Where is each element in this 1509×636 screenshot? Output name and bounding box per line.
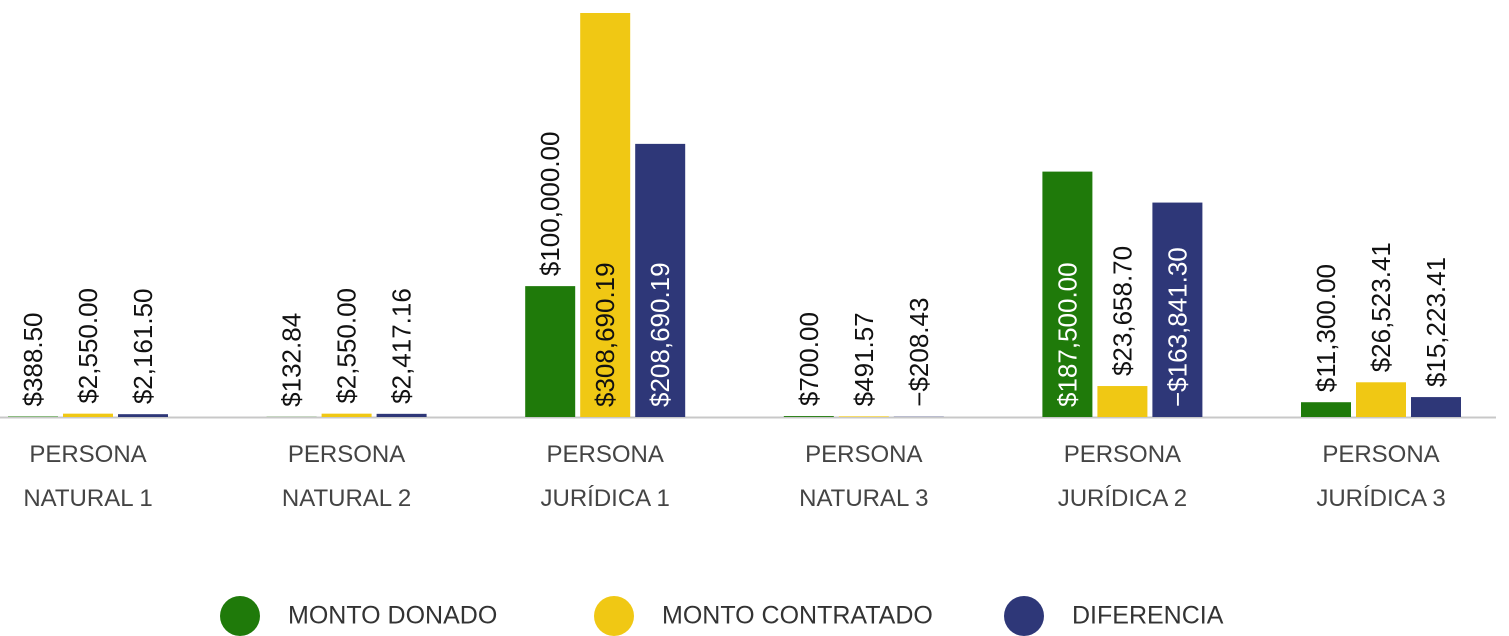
value-label: $15,223.41: [1421, 257, 1451, 387]
x-tick-label: PERSONA: [288, 441, 405, 468]
x-tick-label: PERSONA: [29, 441, 146, 468]
bar: [1411, 397, 1461, 417]
value-label: $187,500.00: [1052, 262, 1082, 407]
legend-label: DIFERENCIA: [1072, 602, 1224, 630]
bar: [580, 13, 631, 417]
x-tick-label: PERSONA: [805, 441, 922, 468]
x-tick-label: PERSONA: [1322, 441, 1439, 468]
x-tick-label: NATURAL 2: [282, 485, 411, 512]
value-label: $11,300.00: [1311, 264, 1341, 392]
legend-swatch: [1004, 596, 1044, 636]
value-label: $2,161.50: [128, 288, 158, 404]
value-label: $2,550.00: [73, 288, 103, 404]
x-tick-label: JURÍDICA 3: [1316, 485, 1445, 512]
value-label: $100,000.00: [535, 132, 565, 277]
value-label: $26,523.41: [1366, 242, 1396, 372]
bar: [1097, 386, 1148, 417]
bar: [118, 414, 168, 417]
value-label: −$208.43: [904, 298, 934, 407]
x-tick-label: JURÍDICA 2: [1058, 485, 1187, 512]
bar: [525, 286, 576, 417]
legend-label: MONTO CONTRATADO: [662, 602, 933, 630]
x-tick-label: JURÍDICA 1: [541, 485, 670, 512]
value-label: $308,690.19: [590, 262, 620, 407]
value-label: −$163,841.30: [1162, 247, 1192, 407]
bar: [838, 416, 889, 417]
value-label: $2,417.16: [387, 288, 417, 404]
bar: [635, 143, 686, 417]
x-tick-label: PERSONA: [1064, 441, 1181, 468]
value-label: $2,550.00: [332, 288, 362, 404]
bar: [321, 413, 372, 417]
bar: [1301, 402, 1351, 417]
value-label: $388.50: [18, 313, 48, 407]
bar: [1042, 171, 1093, 417]
bar: [63, 413, 113, 417]
x-tick-label: NATURAL 1: [23, 485, 152, 512]
value-label: $700.00: [794, 312, 824, 406]
bar: [376, 413, 427, 417]
value-label: $491.57: [849, 312, 879, 406]
bar: [1356, 382, 1406, 417]
legend-swatch: [594, 596, 634, 636]
x-tick-label: PERSONA: [547, 441, 664, 468]
value-label: $23,658.70: [1107, 246, 1137, 376]
x-tick-label: NATURAL 3: [799, 485, 928, 512]
value-label: $132.84: [277, 313, 307, 407]
bar: [783, 416, 834, 417]
value-label: $208,690.19: [645, 262, 675, 407]
bar: [8, 416, 58, 417]
legend-label: MONTO DONADO: [288, 602, 497, 630]
legend-swatch: [220, 596, 260, 636]
bar: [1152, 202, 1203, 417]
